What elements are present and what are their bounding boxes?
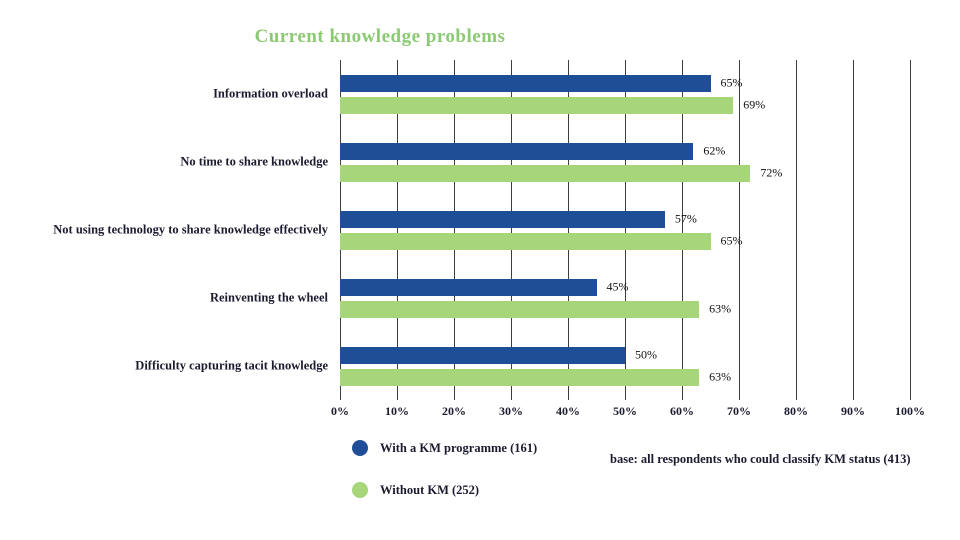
gridline	[796, 60, 797, 400]
x-axis-ticks: 0% 10% 20% 30% 40% 50% 60% 70% 80% 90% 100%	[331, 404, 925, 422]
base-note: base: all respondents who could classify…	[610, 452, 911, 466]
legend-swatch-icon	[352, 482, 368, 498]
bar-row: 63%	[340, 300, 910, 318]
gridline	[910, 60, 911, 400]
value-label: 63%	[709, 369, 732, 384]
bar	[340, 210, 665, 228]
gridline	[454, 60, 455, 400]
tick-label: 60%	[670, 404, 694, 418]
tick-label: 30%	[499, 404, 523, 418]
bar	[340, 74, 711, 92]
bar	[340, 232, 711, 250]
bar-row: 57%	[340, 210, 910, 228]
gridline	[397, 60, 398, 400]
bar-group: Information overload 65% 69%	[213, 62, 910, 126]
tick-label: 100%	[895, 404, 925, 418]
tick-label: 10%	[385, 404, 409, 418]
tick-label: 90%	[841, 404, 865, 418]
value-label: 72%	[760, 165, 783, 180]
category-label: Difficulty capturing tacit knowledge	[135, 358, 328, 373]
gridline	[340, 60, 341, 400]
category-label: Information overload	[213, 86, 328, 101]
tick-label: 50%	[613, 404, 637, 418]
category-label: No time to share knowledge	[180, 154, 328, 169]
bar-row: 69%	[340, 96, 910, 114]
category-label: Reinventing the wheel	[209, 290, 328, 305]
bar-row: 65%	[340, 232, 910, 250]
value-label: 63%	[709, 301, 732, 316]
gridline	[511, 60, 512, 400]
legend-label: Without KM (252)	[380, 482, 480, 497]
bar	[340, 278, 597, 296]
plot-area: Information overload 65% 69% No time to sha…	[53, 60, 911, 400]
gridline	[625, 60, 626, 400]
bar-row: 72%	[340, 164, 910, 182]
bar-row: 63%	[340, 368, 910, 386]
bar-group: Not using technology to share knowledge …	[53, 198, 910, 262]
value-label: 50%	[635, 347, 657, 362]
bar-row: 62%	[340, 142, 910, 160]
tick-label: 70%	[727, 404, 751, 418]
tick-label: 40%	[556, 404, 580, 418]
bar	[340, 346, 625, 364]
value-label: 62%	[703, 143, 726, 158]
value-label: 45%	[606, 279, 629, 294]
bar-row: 65%	[340, 74, 910, 92]
chart-title: Current knowledge problems	[254, 26, 506, 47]
value-label: 57%	[674, 211, 697, 226]
bar	[340, 164, 751, 182]
gridline	[682, 60, 683, 400]
legend-label: With a KM programme (161)	[380, 440, 538, 455]
tick-label: 0%	[331, 404, 349, 418]
gridline	[739, 60, 740, 400]
bar-row: 50%	[340, 346, 910, 364]
bar	[340, 368, 700, 386]
tick-label: 20%	[442, 404, 466, 418]
bar-row: 45%	[340, 278, 910, 296]
bar-group: Difficulty capturing tacit knowledge 50% 6…	[135, 334, 910, 398]
tick-label: 80%	[784, 404, 808, 418]
bar-group: No time to share knowledge 62% 72%	[180, 130, 910, 194]
bar	[340, 96, 734, 114]
gridline	[568, 60, 569, 400]
bar-group: Reinventing the wheel 45% 63%	[210, 266, 910, 330]
category-label: Not using technology to share knowledge …	[53, 222, 328, 237]
bar	[340, 300, 700, 318]
value-label: 69%	[743, 97, 766, 112]
legend-item: With a KM programme (161)	[352, 440, 537, 456]
legend-item: Without KM (252)	[352, 482, 479, 498]
gridline	[853, 60, 854, 400]
bar	[340, 142, 694, 160]
legend-swatch-icon	[352, 440, 368, 456]
value-label: 65%	[720, 233, 743, 248]
bar-groups: Information overload 65% 69% No time to sha…	[53, 60, 910, 400]
value-label: 65%	[720, 75, 743, 90]
